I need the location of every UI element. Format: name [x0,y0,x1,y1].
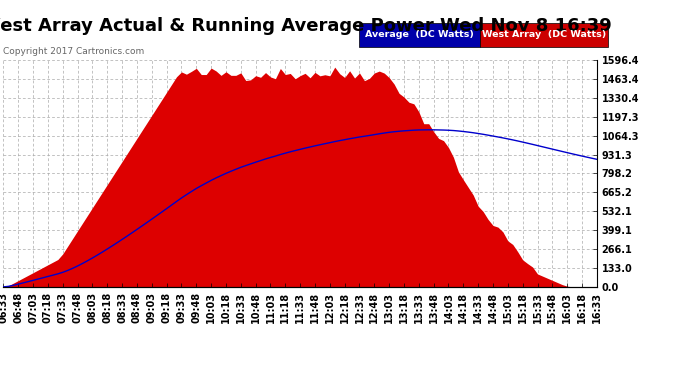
Text: West Array  (DC Watts): West Array (DC Watts) [482,30,607,39]
Text: West Array Actual & Running Average Power Wed Nov 8 16:39: West Array Actual & Running Average Powe… [0,17,612,35]
Text: Copyright 2017 Cartronics.com: Copyright 2017 Cartronics.com [3,47,145,56]
Text: Average  (DC Watts): Average (DC Watts) [366,30,474,39]
